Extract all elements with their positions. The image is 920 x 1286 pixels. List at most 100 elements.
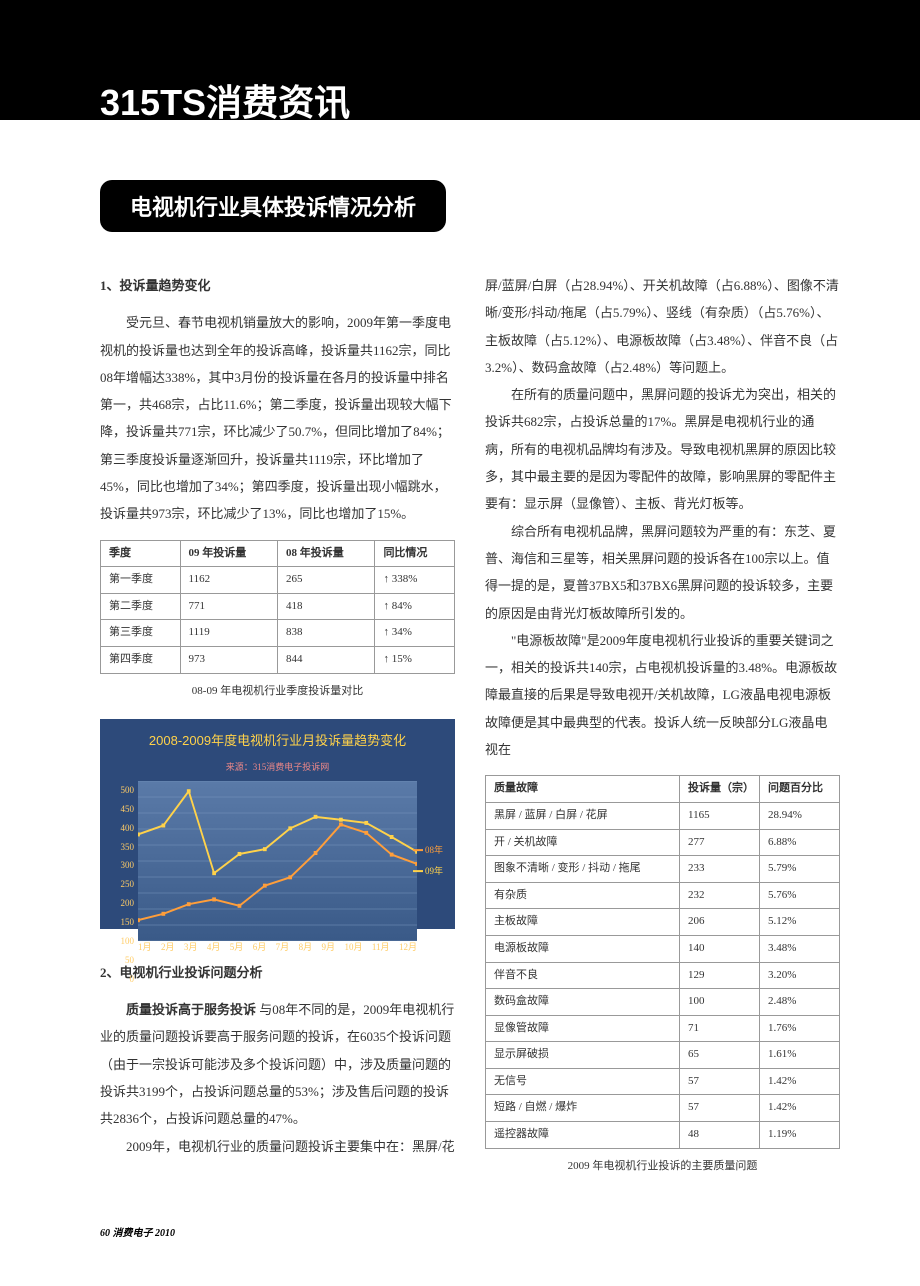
table-cell: 2.48% <box>760 989 840 1016</box>
y-tick: 250 <box>121 875 135 894</box>
table-row: 伴音不良1293.20% <box>486 962 840 989</box>
x-tick: 5月 <box>230 938 244 957</box>
table-cell: 28.94% <box>760 802 840 829</box>
quality-table-caption: 2009 年电视机行业投诉的主要质量问题 <box>485 1155 840 1178</box>
legend-label: 08年 <box>425 841 443 860</box>
table-row: 显示屏破损651.61% <box>486 1042 840 1069</box>
table-cell: 1.42% <box>760 1068 840 1095</box>
chart-title: 2008-2009年度电视机行业月投诉量趋势变化 <box>108 727 447 754</box>
table-header: 09 年投诉量 <box>180 540 277 567</box>
x-tick: 4月 <box>207 938 221 957</box>
table-header: 投诉量（宗） <box>680 776 760 803</box>
y-tick: 500 <box>121 781 135 800</box>
table-cell: 主板故障 <box>486 909 680 936</box>
table-cell: 第一季度 <box>101 567 181 594</box>
table-cell: 140 <box>680 935 760 962</box>
x-tick: 8月 <box>299 938 313 957</box>
x-tick: 2月 <box>161 938 175 957</box>
table-cell: 1.61% <box>760 1042 840 1069</box>
table-cell: 838 <box>277 620 374 647</box>
table-header: 问题百分比 <box>760 776 840 803</box>
quality-issues-table: 质量故障投诉量（宗）问题百分比 黑屏 / 蓝屏 / 白屏 / 花屏116528.… <box>485 775 840 1148</box>
section-1-para: 受元旦、春节电视机销量放大的影响，2009年第一季度电视机的投诉量也达到全年的投… <box>100 309 455 527</box>
section-1-heading: 1、投诉量趋势变化 <box>100 272 455 299</box>
table-cell: 48 <box>680 1122 760 1149</box>
table-row: 有杂质2325.76% <box>486 882 840 909</box>
table-row: 第三季度1119838↑ 34% <box>101 620 455 647</box>
table-cell: 233 <box>680 856 760 883</box>
table-cell: 277 <box>680 829 760 856</box>
legend-label: 09年 <box>425 862 443 881</box>
chart-y-axis: 500450400350300250200150100500 <box>112 781 134 941</box>
table-cell: 1.76% <box>760 1015 840 1042</box>
right-column: 屏/蓝屏/白屏（占28.94%）、开关机故障（占6.88%）、图像不清晰/变形/… <box>485 272 840 1194</box>
table-row: 第四季度973844↑ 15% <box>101 647 455 674</box>
table-cell: 1162 <box>180 567 277 594</box>
table-cell: 图象不清晰 / 变形 / 抖动 / 拖尾 <box>486 856 680 883</box>
table-cell: 3.48% <box>760 935 840 962</box>
x-tick: 3月 <box>184 938 198 957</box>
table-row: 数码盒故障1002.48% <box>486 989 840 1016</box>
table-cell: 1165 <box>680 802 760 829</box>
table-cell: ↑ 84% <box>375 593 455 620</box>
table-cell: 第二季度 <box>101 593 181 620</box>
legend-swatch <box>413 849 423 851</box>
x-tick: 10月 <box>344 938 362 957</box>
table-header: 08 年投诉量 <box>277 540 374 567</box>
table-cell: 显示屏破损 <box>486 1042 680 1069</box>
section-2-p2: 2009年，电视机行业的质量问题投诉主要集中在：黑屏/花 <box>100 1133 455 1160</box>
table-cell: 显像管故障 <box>486 1015 680 1042</box>
table-cell: 57 <box>680 1095 760 1122</box>
y-tick: 300 <box>121 856 135 875</box>
x-tick: 6月 <box>253 938 267 957</box>
right-p4: "电源板故障"是2009年度电视机行业投诉的重要关键词之一，相关的投诉共140宗… <box>485 627 840 763</box>
chart-subtitle: 来源：315消费电子投诉网 <box>108 758 447 777</box>
table-cell: 伴音不良 <box>486 962 680 989</box>
table-cell: 100 <box>680 989 760 1016</box>
page-body: 电视机行业具体投诉情况分析 1、投诉量趋势变化 受元旦、春节电视机销量放大的影响… <box>0 120 920 1269</box>
table-cell: 5.12% <box>760 909 840 936</box>
table-cell: 第四季度 <box>101 647 181 674</box>
table-cell: 973 <box>180 647 277 674</box>
table-header: 季度 <box>101 540 181 567</box>
y-tick: 100 <box>121 932 135 951</box>
section-2-heading: 2、电视机行业投诉问题分析 <box>100 959 455 986</box>
table-cell: 1.19% <box>760 1122 840 1149</box>
x-tick: 12月 <box>399 938 417 957</box>
table-cell: 232 <box>680 882 760 909</box>
table-cell: 黑屏 / 蓝屏 / 白屏 / 花屏 <box>486 802 680 829</box>
y-tick: 150 <box>121 913 135 932</box>
table-cell: 65 <box>680 1042 760 1069</box>
left-column: 1、投诉量趋势变化 受元旦、春节电视机销量放大的影响，2009年第一季度电视机的… <box>100 272 455 1194</box>
table-cell: ↑ 338% <box>375 567 455 594</box>
footer-mag: 消费电子 <box>113 1228 153 1239</box>
table-cell: 无信号 <box>486 1068 680 1095</box>
chart-legend: 08年09年 <box>413 839 443 883</box>
table-cell: 数码盒故障 <box>486 989 680 1016</box>
quarterly-table: 季度09 年投诉量08 年投诉量同比情况 第一季度1162265↑ 338%第二… <box>100 540 455 674</box>
x-tick: 1月 <box>138 938 152 957</box>
y-tick: 200 <box>121 894 135 913</box>
table-cell: 有杂质 <box>486 882 680 909</box>
table-cell: ↑ 15% <box>375 647 455 674</box>
table-cell: 206 <box>680 909 760 936</box>
chart-x-axis: 1月2月3月4月5月6月7月8月9月10月11月12月 <box>138 938 417 957</box>
section-2-p1: 质量投诉高于服务投诉 与08年不同的是，2009年电视机行业的质量问题投诉要高于… <box>100 996 455 1132</box>
table-row: 黑屏 / 蓝屏 / 白屏 / 花屏116528.94% <box>486 802 840 829</box>
table-cell: 3.20% <box>760 962 840 989</box>
page-footer: 60 消费电子 2010 <box>100 1224 840 1239</box>
table-cell: 开 / 关机故障 <box>486 829 680 856</box>
table-cell: 5.76% <box>760 882 840 909</box>
section-2-p1-body: 与08年不同的是，2009年电视机行业的质量问题投诉要高于服务问题的投诉，在60… <box>100 1002 454 1126</box>
chart-plot-area: 500450400350300250200150100500 1月2月3月4月5… <box>138 781 417 941</box>
y-tick: 350 <box>121 838 135 857</box>
table-cell: 844 <box>277 647 374 674</box>
table-row: 开 / 关机故障2776.88% <box>486 829 840 856</box>
y-tick: 0 <box>130 970 135 989</box>
header-banner: 315TS消费资讯 <box>0 0 920 120</box>
section-2-lead: 质量投诉高于服务投诉 <box>126 1002 256 1017</box>
table-header: 同比情况 <box>375 540 455 567</box>
table-cell: 6.88% <box>760 829 840 856</box>
monthly-trend-chart: 2008-2009年度电视机行业月投诉量趋势变化 来源：315消费电子投诉网 5… <box>100 719 455 929</box>
table-row: 主板故障2065.12% <box>486 909 840 936</box>
